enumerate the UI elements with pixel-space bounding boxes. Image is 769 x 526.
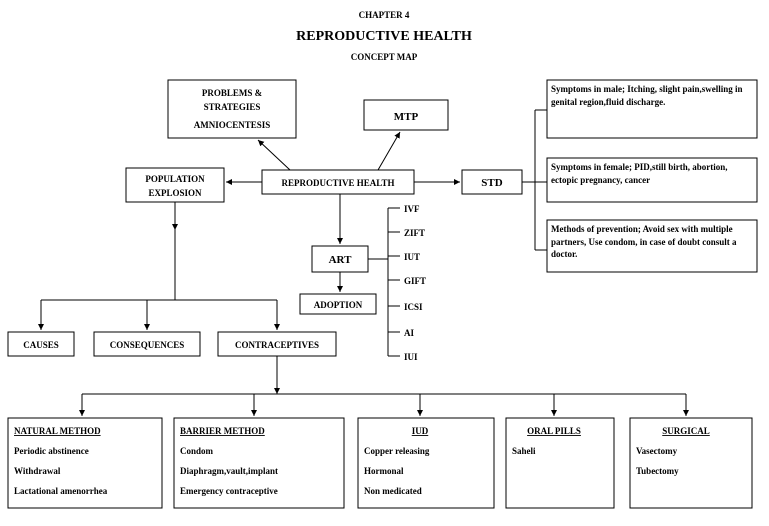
art-item-3: GIFT [404,276,426,286]
natural-i1: Withdrawal [14,466,61,476]
std-bracket [522,110,547,250]
arrow-repro-mtp [378,132,400,170]
barrier-i0: Condom [180,446,214,456]
oral-h: ORAL PILLS [527,426,581,436]
std-male-text: Symptoms in male; Itching, slight pain,s… [551,83,753,108]
std-female-text: Symptoms in female; PID,still birth, abo… [551,161,753,186]
natural-h: NATURAL METHOD [14,426,101,436]
problems-l3: AMNIOCENTESIS [194,120,271,130]
barrier-i2: Emergency contraceptive [180,486,278,496]
arrow-repro-problems [258,140,290,170]
page-title: REPRODUCTIVE HEALTH [296,29,472,44]
art-label: ART [329,254,353,266]
surgical-i1: Tubectomy [636,466,679,476]
art-item-5: AI [404,328,414,338]
std-label: STD [481,177,502,189]
natural-i2: Lactational amenorrhea [14,486,108,496]
causes-label: CAUSES [23,340,59,350]
natural-i0: Periodic abstinence [14,446,89,456]
art-bracket [368,208,400,356]
iud-i1: Hormonal [364,466,404,476]
iud-h: IUD [412,426,429,436]
chapter-label: CHAPTER 4 [359,10,410,20]
barrier-i1: Diaphragm,vault,implant [180,466,278,476]
art-item-2: IUT [404,252,420,262]
surgical-i0: Vasectomy [636,446,678,456]
surgical-h: SURGICAL [662,426,710,436]
iud-i0: Copper releasing [364,446,430,456]
problems-l1: PROBLEMS & [202,88,263,98]
mtp-label: MTP [394,111,419,123]
iud-i2: Non medicated [364,486,422,496]
problems-l2: STRATEGIES [204,102,261,112]
barrier-h: BARRIER METHOD [180,426,265,436]
std-prevent-text: Methods of prevention; Avoid sex with mu… [551,223,753,261]
repro-label: REPRODUCTIVE HEALTH [282,178,395,188]
oral-i0: Saheli [512,446,536,456]
subtitle: CONCEPT MAP [351,52,418,62]
conseq-label: CONSEQUENCES [110,340,185,350]
art-item-1: ZIFT [404,228,425,238]
art-item-6: IUI [404,352,418,362]
pop-l2: EXPLOSION [148,188,202,198]
contra-label: CONTRACEPTIVES [235,340,319,350]
adoption-label: ADOPTION [314,300,363,310]
pop-l1: POPULATION [145,174,205,184]
art-item-0: IVF [404,204,420,214]
art-item-4: ICSI [404,302,423,312]
concept-map: CHAPTER 4 REPRODUCTIVE HEALTH CONCEPT MA… [0,0,769,526]
